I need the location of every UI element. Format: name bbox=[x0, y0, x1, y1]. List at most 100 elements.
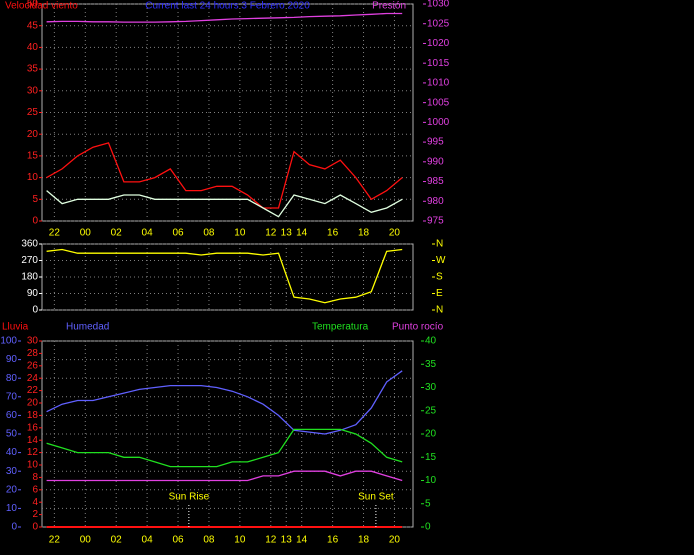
y-tick-label: 5 bbox=[32, 194, 38, 205]
legend-label: Velocidad viento bbox=[5, 1, 78, 12]
x-tick-label: 02 bbox=[111, 228, 123, 239]
y2-tick-label: 15 bbox=[425, 452, 437, 463]
y3-tick-label: 12 bbox=[27, 447, 39, 458]
y2-tick-label: 35 bbox=[425, 359, 437, 370]
y2-tick-label: 1000 bbox=[427, 117, 450, 128]
y3-tick-label: 22 bbox=[27, 385, 39, 396]
y3-tick-label: 20 bbox=[27, 398, 39, 409]
x-tick-label: 14 bbox=[296, 228, 308, 239]
series-line bbox=[46, 470, 403, 482]
y2-tick-label: E bbox=[436, 288, 443, 299]
y-tick-label: 25 bbox=[27, 107, 39, 118]
y2-tick-label: W bbox=[436, 255, 446, 266]
plot-frame bbox=[41, 340, 414, 528]
y2-tick-label: 10 bbox=[425, 475, 437, 486]
x-tick-label: 14 bbox=[296, 535, 308, 546]
x-tick-label: 08 bbox=[203, 535, 215, 546]
y2-tick-label: 1030 bbox=[427, 0, 450, 10]
series-line bbox=[46, 12, 403, 23]
y2-tick-label: 40 bbox=[425, 336, 437, 347]
y-tick-label: 20 bbox=[6, 484, 18, 495]
y-tick-label: 100 bbox=[0, 336, 17, 347]
y-tick-label: 40 bbox=[27, 42, 39, 53]
y3-tick-label: 24 bbox=[27, 373, 39, 384]
legend-label: Lluvia bbox=[2, 322, 29, 333]
y3-tick-label: 28 bbox=[27, 348, 39, 359]
y-tick-label: 10 bbox=[27, 172, 39, 183]
y-tick-label: 0 bbox=[11, 522, 17, 533]
series-line bbox=[46, 248, 403, 304]
y-tick-label: 60 bbox=[6, 410, 18, 421]
x-tick-label: 04 bbox=[142, 228, 154, 239]
x-tick-label: 22 bbox=[49, 535, 61, 546]
x-tick-label: 18 bbox=[358, 228, 370, 239]
x-tick-label: 10 bbox=[234, 228, 246, 239]
legend-label: Presión bbox=[372, 1, 406, 12]
series-line bbox=[46, 190, 403, 218]
y3-tick-label: 10 bbox=[27, 460, 39, 471]
y2-tick-label: 5 bbox=[425, 498, 431, 509]
y3-tick-label: 30 bbox=[27, 336, 39, 347]
y-tick-label: 0 bbox=[32, 305, 38, 316]
series-line bbox=[46, 370, 403, 435]
y3-tick-label: 2 bbox=[32, 509, 38, 520]
x-tick-label: 13 bbox=[281, 228, 293, 239]
y-tick-label: 35 bbox=[27, 64, 39, 75]
y-tick-label: 45 bbox=[27, 20, 39, 31]
y2-tick-label: 975 bbox=[427, 216, 444, 227]
x-tick-label: 20 bbox=[389, 535, 401, 546]
x-tick-label: 16 bbox=[327, 228, 339, 239]
y2-tick-label: 1020 bbox=[427, 38, 450, 49]
y3-tick-label: 26 bbox=[27, 360, 39, 371]
y3-tick-label: 8 bbox=[32, 472, 38, 483]
y2-tick-label: 980 bbox=[427, 196, 444, 207]
y-tick-label: 15 bbox=[27, 151, 39, 162]
chart-title: Current last 24 hours 3 Febrero 2020 bbox=[145, 1, 310, 12]
y-tick-label: 40 bbox=[6, 447, 18, 458]
y-tick-label: 360 bbox=[21, 239, 38, 250]
x-tick-label: 12 bbox=[265, 535, 277, 546]
y-tick-label: 30 bbox=[27, 85, 39, 96]
y3-tick-label: 16 bbox=[27, 422, 39, 433]
y-tick-label: 70 bbox=[6, 391, 18, 402]
x-tick-label: 13 bbox=[281, 535, 293, 546]
annotation-label: Sun Set bbox=[358, 492, 394, 503]
y2-tick-label: 995 bbox=[427, 137, 444, 148]
y2-tick-label: S bbox=[436, 272, 443, 283]
y2-tick-label: 985 bbox=[427, 176, 444, 187]
y-tick-label: 0 bbox=[32, 216, 38, 227]
x-tick-label: 20 bbox=[389, 228, 401, 239]
x-tick-label: 10 bbox=[234, 535, 246, 546]
y-tick-label: 270 bbox=[21, 255, 38, 266]
y2-tick-label: 30 bbox=[425, 382, 437, 393]
series-line bbox=[46, 428, 403, 468]
y3-tick-label: 6 bbox=[32, 484, 38, 495]
plot-frame bbox=[41, 243, 414, 311]
y2-tick-label: 1015 bbox=[427, 58, 450, 69]
y-tick-label: 90 bbox=[6, 354, 18, 365]
y2-tick-label: 0 bbox=[425, 522, 431, 533]
y2-tick-label: N bbox=[436, 305, 443, 316]
x-tick-label: 02 bbox=[111, 535, 123, 546]
x-tick-label: 06 bbox=[172, 228, 184, 239]
x-tick-label: 06 bbox=[172, 535, 184, 546]
y-tick-label: 80 bbox=[6, 373, 18, 384]
plot-frame bbox=[41, 3, 414, 222]
legend-label: Punto rocío bbox=[392, 322, 444, 333]
y-tick-label: 180 bbox=[21, 272, 38, 283]
y3-tick-label: 14 bbox=[27, 435, 39, 446]
x-tick-label: 12 bbox=[265, 228, 277, 239]
x-tick-label: 08 bbox=[203, 228, 215, 239]
x-tick-label: 16 bbox=[327, 535, 339, 546]
legend-label: Temperatura bbox=[312, 322, 369, 333]
y-tick-label: 30 bbox=[6, 466, 18, 477]
x-tick-label: 00 bbox=[80, 535, 92, 546]
y2-tick-label: 990 bbox=[427, 156, 444, 167]
y3-tick-label: 0 bbox=[32, 522, 38, 533]
y2-tick-label: 1025 bbox=[427, 18, 450, 29]
y3-tick-label: 18 bbox=[27, 410, 39, 421]
y2-tick-label: 1005 bbox=[427, 97, 450, 108]
y-tick-label: 50 bbox=[6, 429, 18, 440]
